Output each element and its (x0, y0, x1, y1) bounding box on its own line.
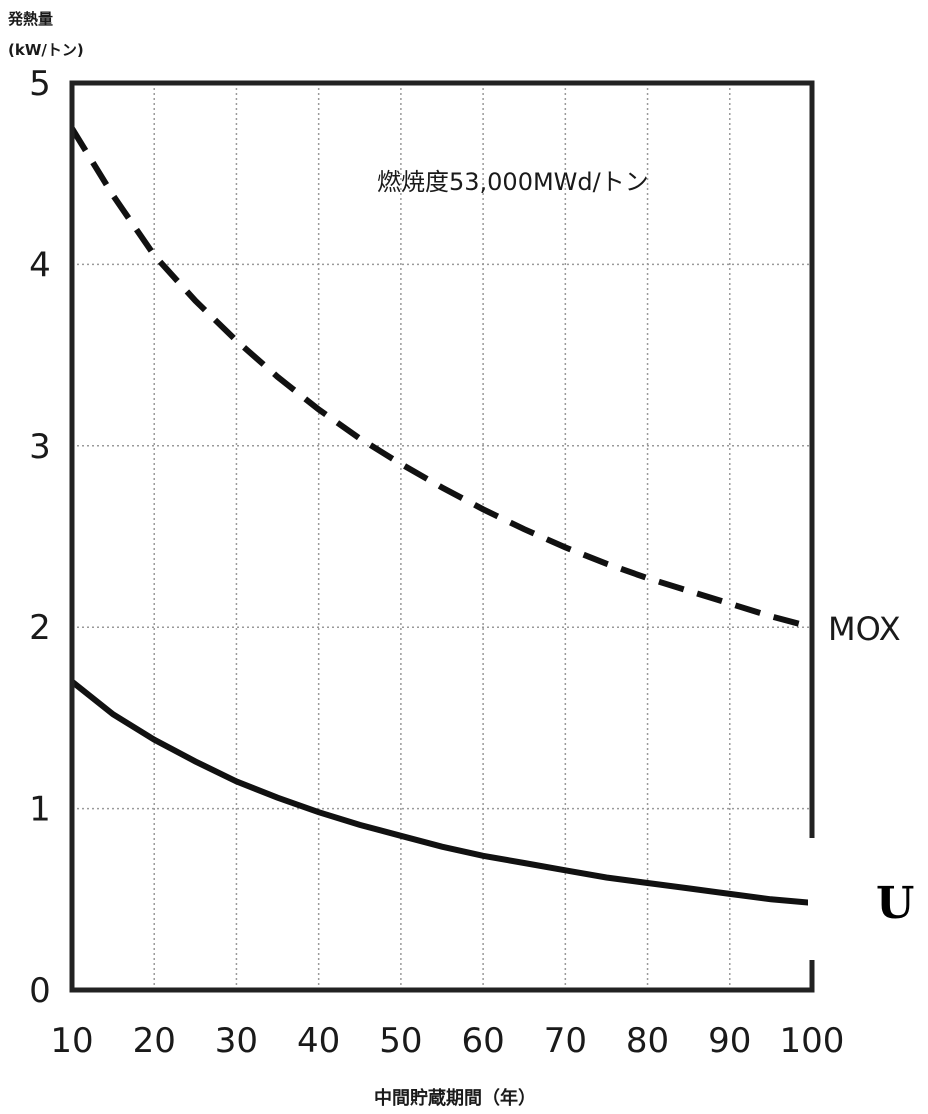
x-tick-label: 20 (133, 1021, 176, 1061)
y-tick-label: 1 (29, 790, 51, 830)
series-layer (69, 126, 813, 906)
x-tick-label: 60 (461, 1021, 504, 1061)
x-tick-label: 80 (626, 1021, 669, 1061)
y-tick-label: 3 (29, 427, 51, 467)
burnup-annotation: 燃焼度53,000MWd/トン (377, 168, 649, 196)
y-tick-label: 2 (29, 608, 51, 648)
series-line-u (70, 679, 813, 906)
series-label-mox: MOX (828, 610, 901, 648)
x-tick-label: 30 (215, 1021, 258, 1061)
x-tick-label: 70 (544, 1021, 587, 1061)
x-tick-label: 90 (708, 1021, 751, 1061)
y-axis-label: 発熱量 (7, 10, 53, 28)
series-line-mox (69, 126, 813, 631)
plot-frame (69, 80, 815, 993)
y-tick-label: 5 (29, 64, 51, 104)
x-tick-label: 40 (297, 1021, 340, 1061)
x-tick-labels: 10 20 30 40 50 60 70 80 90 100 (50, 1021, 844, 1061)
x-tick-label: 50 (379, 1021, 422, 1061)
series-label-u: U (876, 878, 914, 929)
y-axis-unit: (kW/トン) (8, 41, 84, 59)
frame-gap (808, 838, 816, 960)
grid (72, 83, 812, 990)
y-tick-labels: 0 1 2 3 4 5 (29, 64, 51, 1011)
y-tick-label: 4 (29, 245, 51, 285)
x-axis-label: 中間貯蔵期間（年） (374, 1087, 536, 1109)
x-tick-label: 10 (50, 1021, 93, 1061)
y-tick-label: 0 (29, 971, 51, 1011)
x-tick-label: 100 (780, 1021, 845, 1061)
